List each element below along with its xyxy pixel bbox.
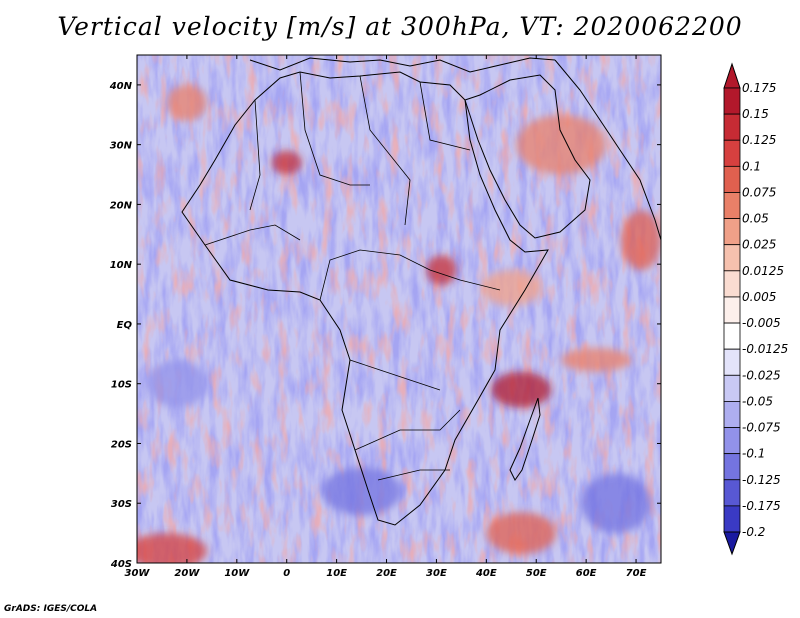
colorbar-label: 0.15 [742,107,769,121]
colorbar-label: -0.05 [742,394,773,408]
indian-ocean-downdraft [581,473,652,534]
colorbar-label: 0.075 [742,185,776,199]
chart-title: Vertical velocity [m/s] at 300hPa, VT: 2… [57,12,743,41]
europe-coastline [249,57,556,73]
lat-tick-label: 20N [110,200,133,211]
colorbar-segment [723,139,741,167]
colorbar-segment [723,165,741,193]
colorbar-segment [723,87,741,115]
iran-updraft [516,114,607,175]
colorbar-segment [723,322,741,350]
colorbar-segment [723,479,741,507]
lat-tick-label: 40N [109,81,133,92]
madagascar-strait-updraft [491,371,552,408]
lon-tick-label: 30E [426,568,447,579]
colorbar-label: 0.005 [742,290,776,304]
lon-tick-label: 70E [626,568,647,579]
colorbar-label: 0.175 [742,81,776,95]
lon-tick-label: 20W [174,568,200,579]
somali-updraft [481,270,542,307]
lat-tick-label: 30S [111,499,132,510]
plot-frame [136,54,662,564]
colorbar-label: -0.075 [742,421,781,435]
asia-coastline [554,59,661,241]
colorbar-segment [723,348,741,376]
colorbar-segment [723,192,741,219]
colorbar-label: -0.025 [742,368,781,382]
colorbar-label: 0.05 [742,212,769,226]
colorbar-top-arrow [723,62,741,89]
colorbar-label: -0.1 [742,447,765,461]
colorbar-segment [723,296,741,324]
colorbar-label: -0.2 [742,525,765,539]
lon-axis: 30W 20W 10W 0 10E 20E 30E 40E 50E 60E 70E [125,55,647,579]
lat-tick-label: 30N [110,141,133,152]
madagascar-coastline [509,397,541,481]
lon-tick-label: 40E [475,568,497,579]
colorbar-segment [723,374,741,402]
lat-tick-label: EQ [117,320,133,331]
colorbar-segment [723,427,741,455]
colorbar: 0.175 0.15 0.125 0.1 0.075 0.05 0.025 0.0125 0.0… [723,62,788,556]
colorbar-label: -0.125 [742,473,781,487]
mid-atlantic-downdraft [146,359,207,408]
lon-tick-label: 50E [526,568,547,579]
colorbar-segment [723,113,741,141]
internal-borders [204,71,501,481]
north-atlantic-updraft [166,84,207,121]
lon-tick-label: 60E [576,568,597,579]
coastlines [181,57,661,526]
colorbar-segment [723,270,741,298]
velocity-field [137,55,661,563]
colorbar-label: 0.025 [742,238,776,252]
colorbar-segment [723,244,741,272]
south-atlantic-downdraft [321,467,402,516]
colorbar-segment [723,218,741,246]
colorbar-segment [723,453,741,481]
lon-tick-label: 0 [283,568,290,579]
lat-tick-label: 10N [110,260,133,271]
colorbar-label: 0.0125 [742,264,784,278]
colorbar-label: 0.1 [742,159,761,173]
southern-ocean-updraft [486,512,557,555]
lon-tick-label: 10W [224,568,250,579]
arabia-coastline [464,74,591,239]
lat-axis: 40N 30N 20N 10N EQ 10S 20S 30S 40S [109,81,661,570]
colorbar-segment [723,401,741,428]
indian-ocean-updraft [561,347,632,372]
lat-tick-label: 20S [111,439,132,450]
lon-tick-label: 30W [125,568,151,579]
sudan-updraft [426,255,457,286]
lon-tick-label: 10E [326,568,347,579]
colorbar-label: -0.0125 [742,342,788,356]
lon-tick-label: 20E [376,568,397,579]
lat-tick-label: 10S [111,380,132,391]
lat-tick-label: 40S [110,559,132,570]
colorbar-segment [723,505,741,533]
arabian-sea-updraft [621,210,661,271]
south-atlantic-updraft [137,533,207,563]
credit-text: GrADS: IGES/COLA [4,604,98,614]
colorbar-label: 0.125 [742,133,776,147]
sahara-updraft [271,150,302,175]
colorbar-label: -0.175 [742,499,781,513]
africa-coastline [181,71,549,526]
colorbar-label: -0.005 [742,316,781,330]
colorbar-bottom-arrow [723,531,741,556]
